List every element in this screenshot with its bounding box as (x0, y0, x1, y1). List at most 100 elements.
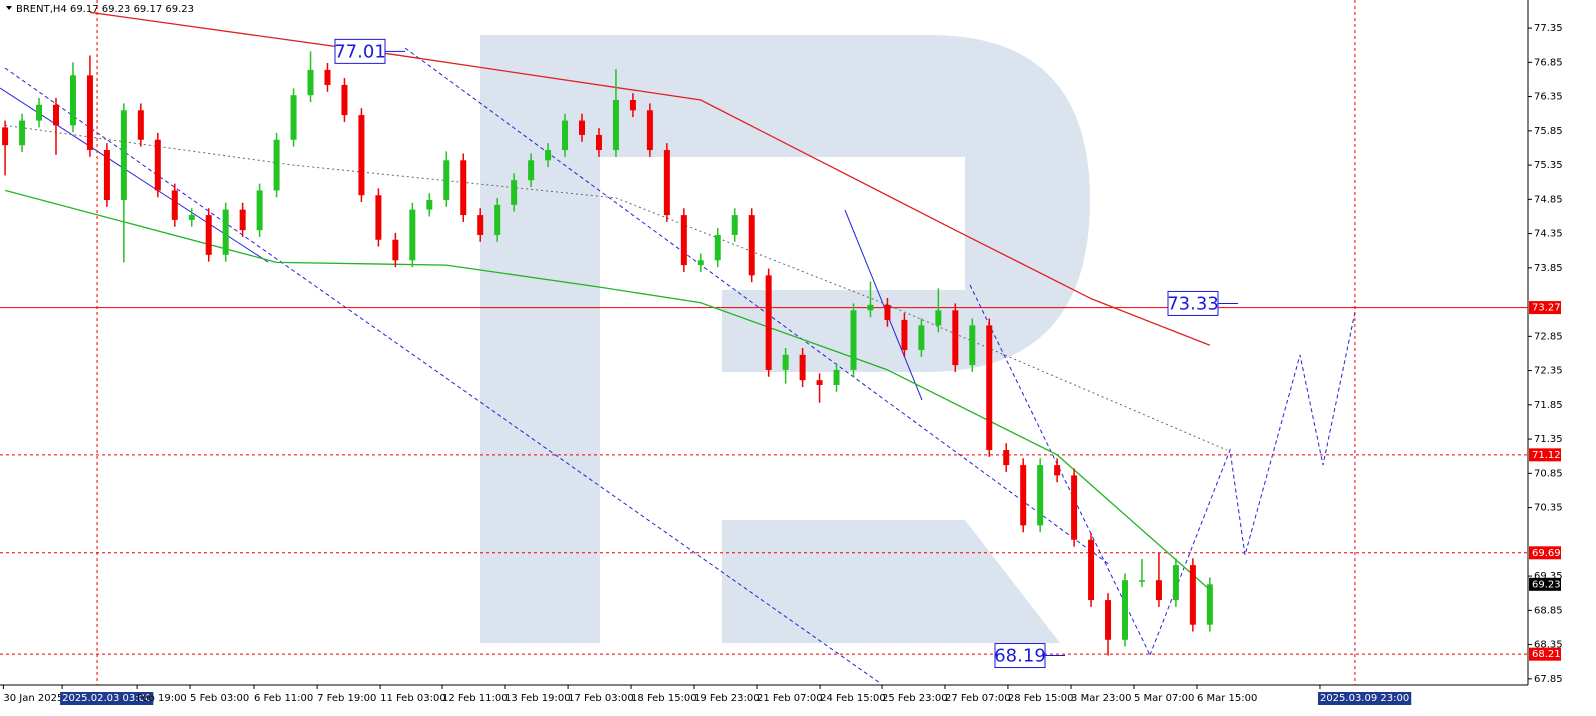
candle-body (392, 239, 399, 261)
menu-icon (6, 6, 12, 10)
candle-body (222, 209, 229, 255)
y-tick-label: 71.85 (1534, 400, 1563, 411)
trend-line (404, 47, 1111, 566)
annotation-label: 77.01 (334, 41, 386, 62)
candle-body (171, 190, 178, 220)
x-tick-label: 7 Feb 19:00 (317, 693, 376, 704)
x-tick-label: 17 Feb 03:00 (568, 693, 634, 704)
x-tick-label: 24 Feb 15:00 (820, 693, 886, 704)
candle-body (595, 134, 602, 151)
candle-body (612, 100, 619, 151)
candle-body (969, 325, 976, 366)
candle-body (782, 354, 789, 370)
x-tick-label: 19 Feb 23:00 (694, 693, 760, 704)
x-tick-label: 12 Feb 11:00 (442, 693, 508, 704)
y-tick-label: 70.85 (1534, 468, 1563, 479)
y-tick-label: 77.35 (1534, 23, 1563, 34)
candle-body (1020, 465, 1027, 526)
candle-body (477, 215, 484, 235)
candle-body (833, 369, 840, 385)
annotation-box (994, 643, 1046, 669)
watermark-leg (722, 520, 1060, 643)
y-tick-label: 68.85 (1534, 605, 1563, 616)
x-tick-label: 13 Feb 19:00 (505, 693, 571, 704)
candle-body (714, 234, 721, 261)
y-tick-label: 72.35 (1534, 366, 1563, 377)
moving-average (4, 189, 1211, 591)
watermark-bowl (600, 35, 1090, 372)
candle-body (1122, 580, 1129, 640)
header: BRENT,H4 69.17 69.23 69.17 69.23 (16, 4, 194, 15)
watermark-stem (480, 35, 600, 643)
candle-body (629, 100, 636, 111)
candle-body (19, 120, 26, 146)
candle-body (1105, 600, 1112, 640)
candle-body (1172, 565, 1179, 601)
candle-body (443, 160, 450, 201)
candle-body (765, 275, 772, 370)
price-tag-label: 69.69 (1532, 548, 1561, 559)
x-tick-label: 28 Feb 15:00 (1008, 693, 1074, 704)
price-tag-label: 68.21 (1532, 649, 1561, 660)
candle-body (884, 304, 891, 320)
candle-body (1206, 584, 1213, 625)
candle-body (545, 150, 552, 161)
x-tick-label: 2025.02.03 03:00 (62, 693, 151, 704)
trend-line (4, 67, 881, 684)
price-tag (1529, 301, 1561, 315)
candle-body (324, 69, 331, 85)
candle-body (850, 310, 857, 370)
candle-body (69, 75, 76, 126)
x-tick-label: 2025.03.09 23:00 (1320, 693, 1409, 704)
x-tick-label: 25 Feb 23:00 (882, 693, 948, 704)
candle-body (579, 120, 586, 135)
x-tick-label: 6 Mar 15:00 (1197, 693, 1257, 704)
y-tick-label: 75.35 (1534, 160, 1563, 171)
y-tick-label: 76.35 (1534, 92, 1563, 103)
x-tick-highlight (60, 692, 154, 705)
candle-body (680, 215, 687, 266)
candle-body (697, 260, 704, 266)
price-tag-label: 71.12 (1532, 450, 1561, 461)
candle-body (358, 115, 365, 196)
candle-body (1138, 580, 1145, 582)
candle-body (86, 75, 93, 151)
candle-body (986, 325, 993, 451)
annotation-label: 68.19 (994, 646, 1046, 667)
y-tick-label: 70.35 (1534, 503, 1563, 514)
candle-body (36, 104, 43, 121)
candle-body (273, 139, 280, 191)
x-tick-label: 18 Feb 15:00 (631, 693, 697, 704)
y-tick-label: 76.85 (1534, 57, 1563, 68)
x-tick-label: Feb 19:00 (137, 693, 187, 704)
candle-body (918, 325, 925, 351)
current-price-label: 69.23 (1532, 579, 1561, 590)
current-price-tag (1529, 577, 1561, 591)
y-tick-label: 67.85 (1534, 674, 1563, 685)
candle-body (426, 200, 433, 210)
price-tag (1529, 647, 1561, 661)
y-tick-label: 74.85 (1534, 194, 1563, 205)
annotation-box (334, 38, 386, 64)
candle-body (52, 104, 59, 126)
candle-body (409, 209, 416, 261)
x-tick-label: 21 Feb 07:00 (757, 693, 823, 704)
candle-body (460, 160, 467, 216)
candle-body (239, 209, 246, 231)
y-tick-label: 69.35 (1534, 571, 1563, 582)
candle-body (205, 215, 212, 255)
x-tick-label: 27 Feb 07:00 (945, 693, 1011, 704)
candle-body (1088, 539, 1095, 601)
candle-body (137, 110, 144, 140)
moving-average (5, 124, 1228, 451)
candle-body (731, 215, 738, 235)
candle-body (1037, 465, 1044, 526)
candle-body (1054, 465, 1061, 476)
x-tick-label: 6 Feb 11:00 (254, 693, 313, 704)
candle-body (290, 95, 297, 140)
candle-body (1155, 580, 1162, 601)
y-tick-label: 73.85 (1534, 263, 1563, 274)
candle-body (816, 380, 823, 385)
candle-body (562, 120, 569, 151)
y-tick-label: 75.85 (1534, 126, 1563, 137)
